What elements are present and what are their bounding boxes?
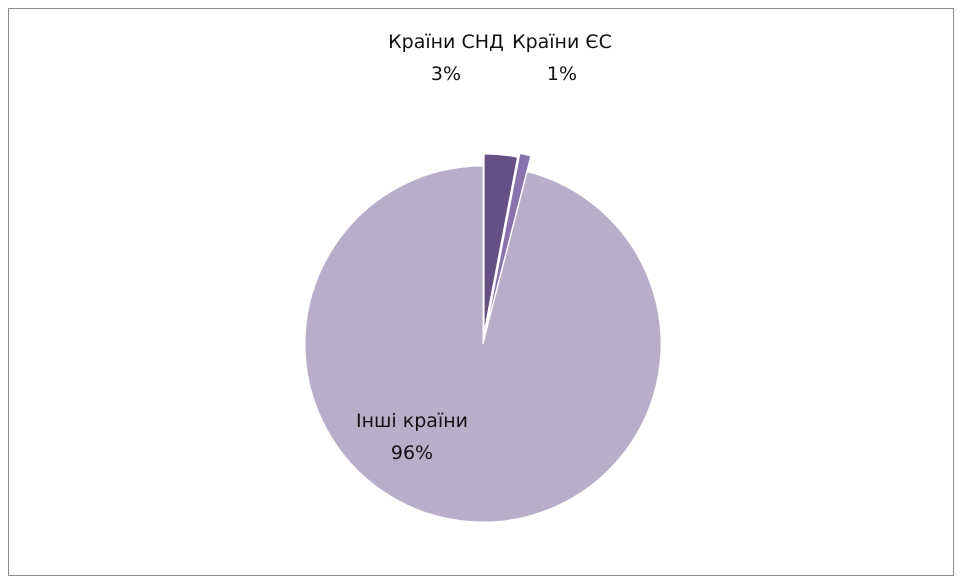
slice-eu-countries: [485, 152, 532, 329]
label-other-countries-percent: 96%: [391, 442, 433, 464]
label-other-countries-name: Інші країни: [356, 410, 468, 432]
pie-chart: Країни СНД 3% Країни ЄС 1% Інші країни 96%: [304, 31, 662, 523]
chart-frame: Країни СНД 3% Країни ЄС 1% Інші країни 96%: [8, 8, 954, 576]
label-other-countries: Інші країни 96%: [356, 410, 468, 464]
label-cis-countries-percent: 3%: [431, 63, 461, 85]
slice-labels: Країни СНД 3% Країни ЄС 1% Інші країни 96%: [356, 31, 612, 464]
slice-other-countries: [304, 165, 662, 523]
slice-cis-countries: [483, 153, 519, 333]
label-eu-countries-percent: 1%: [547, 63, 577, 85]
label-eu-countries: Країни ЄС 1%: [512, 31, 612, 85]
label-eu-countries-name: Країни ЄС: [512, 31, 612, 53]
label-cis-countries: Країни СНД 3%: [388, 31, 504, 85]
label-cis-countries-name: Країни СНД: [388, 31, 504, 53]
pie-slices: [304, 152, 662, 523]
